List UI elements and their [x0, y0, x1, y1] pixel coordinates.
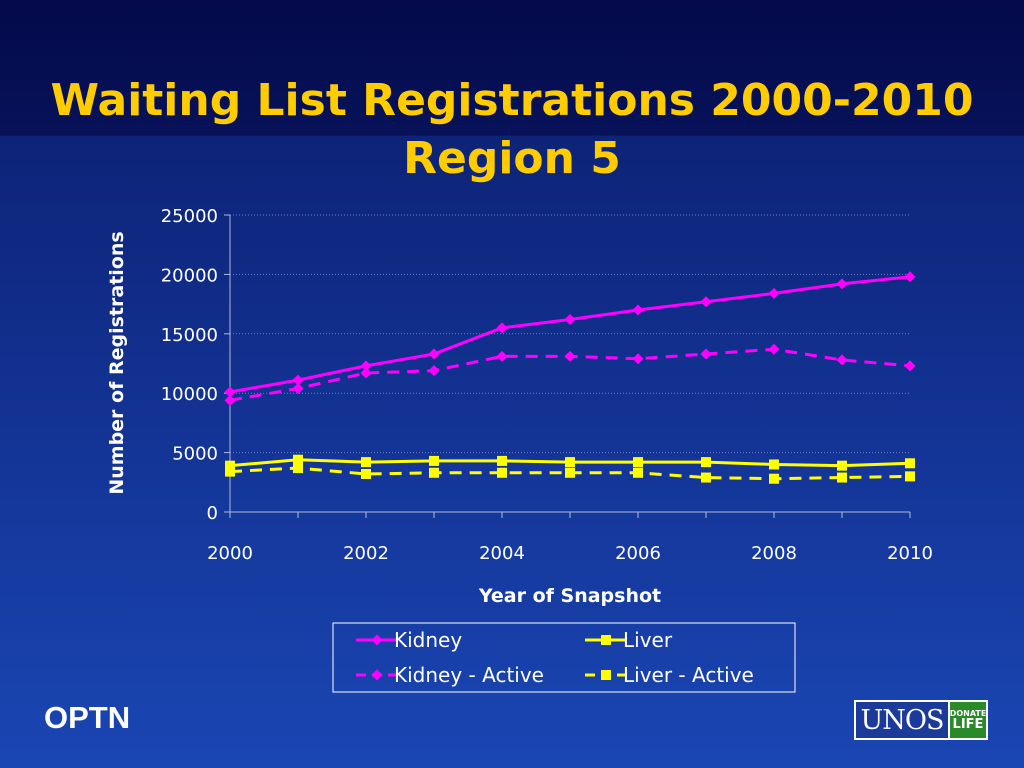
- legend-label: Liver: [623, 628, 673, 652]
- slide-title: Waiting List Registrations 2000-2010 Reg…: [0, 72, 1024, 188]
- data-point: [836, 354, 848, 366]
- legend-marker: [601, 635, 611, 645]
- data-point: [497, 467, 507, 478]
- x-axis-title: Year of Snapshot: [478, 585, 661, 607]
- legend-item: Liver: [585, 628, 673, 652]
- data-point: [837, 472, 847, 483]
- legend: Kidney Liver Kidney - Active Liver - Active: [332, 622, 796, 693]
- unos-logo: UNOS DONATE LIFE: [854, 700, 988, 740]
- data-point: [293, 454, 303, 465]
- data-point: [360, 367, 372, 379]
- y-tick-label: 0: [207, 503, 218, 524]
- legend-label: Liver - Active: [623, 663, 754, 687]
- y-axis-title: Number of Registrations: [106, 231, 128, 494]
- data-point: [904, 271, 916, 283]
- life-text: LIFE: [952, 716, 984, 732]
- donate-life-badge: DONATE LIFE: [950, 702, 986, 738]
- unos-wordmark: UNOS: [856, 702, 948, 738]
- y-tick-label: 25000: [161, 206, 218, 227]
- data-point: [565, 457, 575, 468]
- data-point: [360, 360, 372, 372]
- data-point: [633, 467, 643, 478]
- x-tick-label: 2002: [343, 543, 389, 564]
- data-point: [769, 473, 779, 484]
- data-point: [633, 457, 643, 468]
- optn-label: OPTN: [44, 700, 131, 735]
- data-point: [904, 360, 916, 372]
- data-point: [632, 353, 644, 365]
- x-tick-label: 2010: [887, 543, 933, 564]
- data-point: [564, 350, 576, 362]
- data-point: [565, 467, 575, 478]
- data-point: [292, 374, 304, 386]
- legend-marker: [371, 634, 383, 646]
- legend-label: Kidney - Active: [394, 663, 544, 687]
- donate-text: DONATE: [949, 708, 987, 718]
- y-tick-label: 20000: [161, 265, 218, 286]
- data-point: [293, 463, 303, 474]
- x-tick-label: 2006: [615, 543, 661, 564]
- data-point: [429, 467, 439, 478]
- data-point: [497, 455, 507, 466]
- slide-title-line1: Waiting List Registrations 2000-2010: [50, 75, 974, 126]
- data-point: [632, 304, 644, 316]
- axes: 0 5000 10000 15000 20000 25000 2000 2002 2004 200…: [161, 206, 933, 564]
- series-kidney-active: [224, 343, 916, 406]
- data-point: [429, 455, 439, 466]
- data-point: [768, 287, 780, 299]
- data-point: [701, 472, 711, 483]
- data-point: [701, 457, 711, 468]
- data-point: [292, 382, 304, 394]
- data-point: [496, 322, 508, 334]
- data-point: [361, 457, 371, 468]
- data-point: [428, 348, 440, 360]
- series: [224, 271, 916, 484]
- y-tick-label: 10000: [161, 384, 218, 405]
- data-point: [905, 458, 915, 469]
- data-point: [837, 460, 847, 471]
- data-point: [428, 365, 440, 377]
- y-tick-label: 5000: [172, 444, 218, 465]
- data-point: [225, 466, 235, 477]
- legend-box: [332, 622, 796, 693]
- gridlines: [230, 214, 910, 454]
- data-point: [225, 460, 235, 471]
- series-liver-active: [225, 463, 915, 484]
- data-point: [700, 348, 712, 360]
- data-point: [700, 296, 712, 308]
- legend-marker: [601, 670, 611, 680]
- legend-label: Kidney: [394, 628, 462, 652]
- data-point: [768, 343, 780, 355]
- legend-item: Kidney: [356, 628, 462, 652]
- data-point: [361, 468, 371, 479]
- data-point: [224, 386, 236, 398]
- data-point: [836, 278, 848, 290]
- series-kidney: [224, 271, 916, 398]
- data-point: [769, 459, 779, 470]
- y-tick-label: 15000: [161, 325, 218, 346]
- data-point: [905, 471, 915, 482]
- x-tick-label: 2008: [751, 543, 797, 564]
- data-point: [564, 314, 576, 326]
- data-point: [496, 350, 508, 362]
- x-tick-label: 2000: [207, 543, 253, 564]
- legend-item: Kidney - Active: [356, 663, 544, 687]
- data-point: [224, 394, 236, 406]
- legend-item: Liver - Active: [585, 663, 754, 687]
- series-line-kidney: [229, 275, 911, 394]
- series-liver: [225, 454, 915, 471]
- x-tick-label: 2004: [479, 543, 525, 564]
- slide-title-line2: Region 5: [403, 133, 621, 184]
- legend-marker: [371, 669, 383, 681]
